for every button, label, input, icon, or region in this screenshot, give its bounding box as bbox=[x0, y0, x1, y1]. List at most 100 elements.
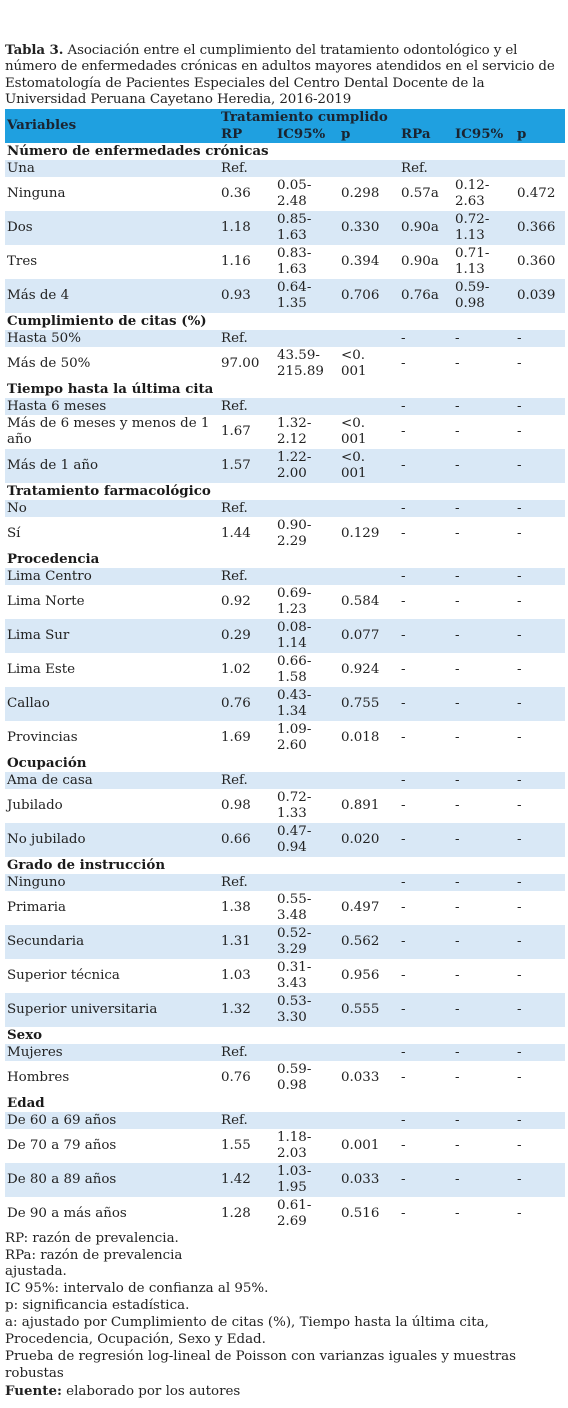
variable-cell: Una bbox=[5, 159, 219, 177]
ic95-adjusted-cell: - bbox=[453, 448, 515, 483]
rpa-cell: - bbox=[399, 822, 453, 857]
section-header-row: Tratamiento farmacológico bbox=[5, 482, 565, 500]
p-adjusted-cell: - bbox=[517, 968, 522, 984]
ic95-cell: 0.90- 2.29 bbox=[277, 517, 312, 549]
ic95-adjusted-cell: - bbox=[453, 1111, 515, 1129]
p-cell: <0. 001 bbox=[341, 347, 367, 379]
ic95-cell: 0.31- 3.43 bbox=[277, 959, 312, 991]
p-cell: 0.497 bbox=[341, 900, 380, 916]
rp-cell: Ref. bbox=[219, 159, 275, 177]
section-header-row: Procedencia bbox=[5, 550, 565, 568]
data-table: Variables Tratamiento cumplido RP IC95% … bbox=[5, 108, 565, 1231]
rpa-cell: 0.90a bbox=[401, 254, 439, 270]
ic95-adjusted-cell: - bbox=[455, 662, 460, 678]
ic95-adjusted-cell: - bbox=[453, 499, 515, 517]
table-row: Más de 1 año 1.57 1.22- 2.00 <0. 001- - - bbox=[5, 448, 565, 483]
variable-cell: Más de 6 meses y menos de 1 año bbox=[7, 415, 210, 447]
p-adjusted-cell: - bbox=[515, 771, 565, 789]
variable-cell: Más de 4 bbox=[5, 278, 219, 313]
section-title: Procedencia bbox=[5, 550, 565, 568]
section-header-row: Edad bbox=[5, 1094, 565, 1112]
rpa-cell: - bbox=[401, 900, 406, 916]
ic95-adjusted-cell: - bbox=[453, 329, 515, 347]
p-adjusted-cell: 0.039 bbox=[515, 278, 565, 313]
ic95-adjusted-cell: - bbox=[455, 968, 460, 984]
variable-cell: De 70 a 79 años bbox=[7, 1138, 117, 1154]
table-row: De 60 a 69 años Ref. - - - bbox=[5, 1111, 565, 1129]
ic95-adjusted-cell: - bbox=[453, 1043, 515, 1061]
rp-cell: 1.44 bbox=[221, 526, 251, 542]
ic95-cell: 0.61- 2.69 bbox=[277, 1197, 312, 1229]
ic95-cell bbox=[275, 397, 339, 415]
variable-cell: De 90 a más años bbox=[7, 1206, 127, 1222]
variable-cell: Ama de casa bbox=[5, 771, 219, 789]
p-cell: 0.555 bbox=[339, 992, 399, 1027]
variable-cell: Hasta 6 meses bbox=[5, 397, 219, 415]
ic95-adjusted-cell: - bbox=[455, 424, 460, 440]
ic95-cell: 43.59- 215.89 bbox=[277, 347, 324, 379]
p-adjusted-cell: - bbox=[515, 822, 565, 857]
section-title: Ocupación bbox=[5, 754, 565, 772]
p-adjusted-cell: - bbox=[515, 1043, 565, 1061]
p-adjusted-cell: - bbox=[515, 567, 565, 585]
source-label: Fuente: bbox=[5, 1382, 62, 1399]
header-p-adjusted: p bbox=[515, 125, 565, 143]
p-cell: 0.516 bbox=[341, 1206, 380, 1222]
rpa-cell: - bbox=[399, 1162, 453, 1197]
note-line: a: ajustado por Cumplimiento de citas (%… bbox=[5, 1315, 489, 1348]
rpa-cell: - bbox=[401, 356, 406, 372]
header-p: p bbox=[339, 125, 399, 143]
p-cell bbox=[339, 567, 399, 585]
table-document: Tabla 3. Asociación entre el cumplimient… bbox=[5, 42, 565, 1401]
p-adjusted-cell: - bbox=[517, 526, 522, 542]
table-row: Superior técnica 1.03 0.31- 3.43 0.956 - - - bbox=[5, 959, 565, 993]
ic95-cell bbox=[275, 499, 339, 517]
ic95-cell: 0.55- 3.48 bbox=[277, 891, 312, 923]
note-line: RP: razón de prevalencia. bbox=[5, 1230, 179, 1246]
p-adjusted-cell: 0.366 bbox=[515, 210, 565, 245]
table-row: Lima Centro Ref. - - - bbox=[5, 567, 565, 585]
variable-cell: Provincias bbox=[7, 730, 78, 746]
caption-text: Asociación entre el cumplimiento del tra… bbox=[5, 43, 555, 108]
ic95-adjusted-cell: 0.59- 0.98 bbox=[453, 278, 515, 313]
section-header-row: Ocupación bbox=[5, 754, 565, 772]
ic95-adjusted-cell: - bbox=[453, 924, 515, 959]
rp-cell: 0.98 bbox=[221, 798, 251, 814]
ic95-cell: 0.47- 0.94 bbox=[275, 822, 339, 857]
rp-cell: 0.36 bbox=[221, 186, 251, 202]
p-adjusted-cell: - bbox=[515, 992, 565, 1027]
table-row: Hombres 0.76 0.59- 0.98 0.033 - - - bbox=[5, 1061, 565, 1095]
rp-cell: Ref. bbox=[219, 329, 275, 347]
table-caption: Tabla 3. Asociación entre el cumplimient… bbox=[5, 42, 561, 109]
rpa-cell: - bbox=[401, 798, 406, 814]
ic95-adjusted-cell: - bbox=[455, 594, 460, 610]
rp-cell: 1.31 bbox=[219, 924, 275, 959]
p-adjusted-cell: - bbox=[517, 594, 522, 610]
variable-cell: Más de 1 año bbox=[5, 448, 219, 483]
p-cell: 0.562 bbox=[339, 924, 399, 959]
table-row: Más de 6 meses y menos de 1 año 1.67 1.32-… bbox=[5, 415, 565, 449]
p-cell: 0.924 bbox=[341, 662, 380, 678]
ic95-adjusted-cell: - bbox=[455, 526, 460, 542]
rp-cell: Ref. bbox=[219, 771, 275, 789]
ic95-cell: 1.22- 2.00 bbox=[275, 448, 339, 483]
section-title: Edad bbox=[5, 1094, 565, 1112]
table-notes: RP: razón de prevalencia. RPa: razón de p… bbox=[5, 1231, 525, 1401]
variable-cell: Lima Norte bbox=[7, 594, 85, 610]
ic95-adjusted-cell: 0.72- 1.13 bbox=[453, 210, 515, 245]
rpa-cell: - bbox=[399, 924, 453, 959]
table-row: De 90 a más años 1.28 0.61- 2.69 0.516 - - - bbox=[5, 1197, 565, 1231]
p-adjusted-cell: - bbox=[517, 730, 522, 746]
rp-cell: 0.76 bbox=[221, 1070, 251, 1086]
rpa-cell: - bbox=[401, 1206, 406, 1222]
p-adjusted-cell: - bbox=[517, 424, 522, 440]
table-row: Jubilado 0.98 0.72- 1.33 0.891 - - - bbox=[5, 789, 565, 823]
section-header-row: Sexo bbox=[5, 1026, 565, 1044]
rpa-cell: 0.76a bbox=[399, 278, 453, 313]
ic95-adjusted-cell: 0.12- 2.63 bbox=[455, 177, 490, 209]
ic95-cell: 0.83- 1.63 bbox=[277, 245, 312, 277]
p-cell bbox=[339, 499, 399, 517]
table-row: Lima Norte 0.92 0.69- 1.23 0.584 - - - bbox=[5, 585, 565, 619]
rpa-cell: Ref. bbox=[399, 159, 453, 177]
rp-cell: 97.00 bbox=[221, 356, 260, 372]
